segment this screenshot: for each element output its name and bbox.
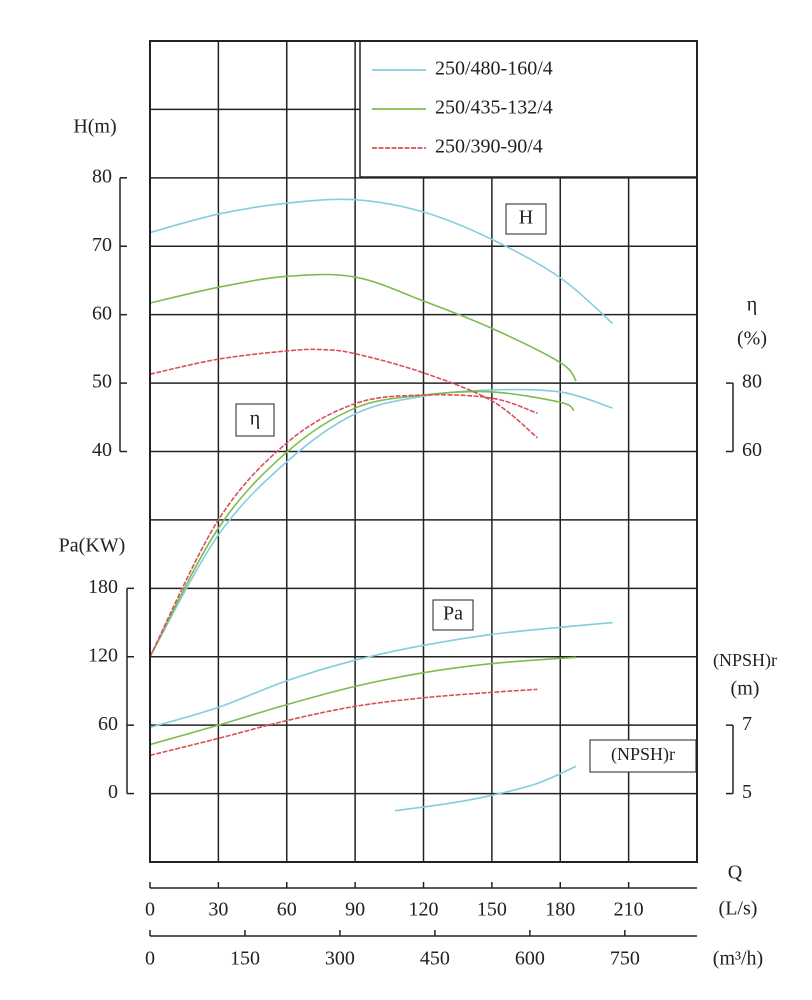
x2-axis-tick-label: 750 <box>610 948 640 970</box>
npsh-axis-unit: (m) <box>731 678 760 700</box>
npsh-tick-label: 5 <box>742 781 752 803</box>
x-axis-tick-label: 150 <box>477 899 507 921</box>
annotation-box <box>505 203 547 235</box>
eta-curve <box>149 388 613 658</box>
x2-axis-tick-label: 600 <box>515 948 545 970</box>
legend-label: 250/435-132/4 <box>435 97 553 119</box>
x-axis-tick-label: 120 <box>409 899 439 921</box>
h-curve <box>149 273 577 382</box>
npsh-tick-label: 7 <box>742 713 752 735</box>
x-axis-tick-label: 210 <box>614 899 644 921</box>
eta-axis-unit: (%) <box>737 328 767 350</box>
annotation-box <box>235 403 275 437</box>
h-curve <box>149 198 614 325</box>
h-tick-label: 40 <box>92 439 112 461</box>
plot <box>149 198 614 812</box>
x2-axis-tick-label: 150 <box>230 948 260 970</box>
h-axis-label: H(m) <box>73 116 116 138</box>
pa-tick-label: 0 <box>108 781 118 803</box>
pa-tick-label: 180 <box>88 576 118 598</box>
x-axis-tick-label: 0 <box>145 899 155 921</box>
x2-axis-tick-label: 300 <box>325 948 355 970</box>
h-tick-label: 80 <box>92 165 112 187</box>
pa-curve <box>149 688 538 757</box>
annotation: (NPSH)r <box>611 744 675 765</box>
h-tick-label: 50 <box>92 371 112 393</box>
npsh-curve <box>394 765 577 812</box>
x2-axis-unit: (m³/h) <box>713 948 763 970</box>
annotation: Pa <box>443 603 463 625</box>
eta-curve <box>149 393 538 658</box>
pa-tick-label: 60 <box>98 713 118 735</box>
x-axis-tick-label: 30 <box>208 899 228 921</box>
x2-axis-tick-label: 0 <box>145 948 155 970</box>
eta-tick-label: 80 <box>742 371 762 393</box>
frame <box>149 40 698 863</box>
legend-label: 250/480-160/4 <box>435 58 553 80</box>
eta-tick-label: 60 <box>742 439 762 461</box>
h-tick-label: 70 <box>92 234 112 256</box>
pa-axis-label: Pa(KW) <box>59 535 126 557</box>
x-axis-tick-label: 60 <box>277 899 297 921</box>
x-axis-tick-label: 180 <box>545 899 575 921</box>
x-axis-unit: (L/s) <box>719 898 758 920</box>
legend-label: 250/390-90/4 <box>435 136 543 158</box>
h-tick-label: 60 <box>92 302 112 324</box>
annotation: η <box>250 408 260 430</box>
x-axis-label: Q <box>728 862 743 884</box>
annotation: H <box>519 207 533 229</box>
pa-curve <box>149 621 613 729</box>
eta-axis-label: η <box>747 294 757 316</box>
x-axis-tick-label: 90 <box>345 899 365 921</box>
annotation-box <box>589 739 697 773</box>
pa-tick-label: 120 <box>88 644 118 666</box>
annotation-box <box>432 599 474 631</box>
npsh-axis-label: (NPSH)r <box>713 650 777 671</box>
pa-curve <box>149 656 577 746</box>
eta-curve <box>149 390 575 658</box>
x2-axis-tick-label: 450 <box>420 948 450 970</box>
